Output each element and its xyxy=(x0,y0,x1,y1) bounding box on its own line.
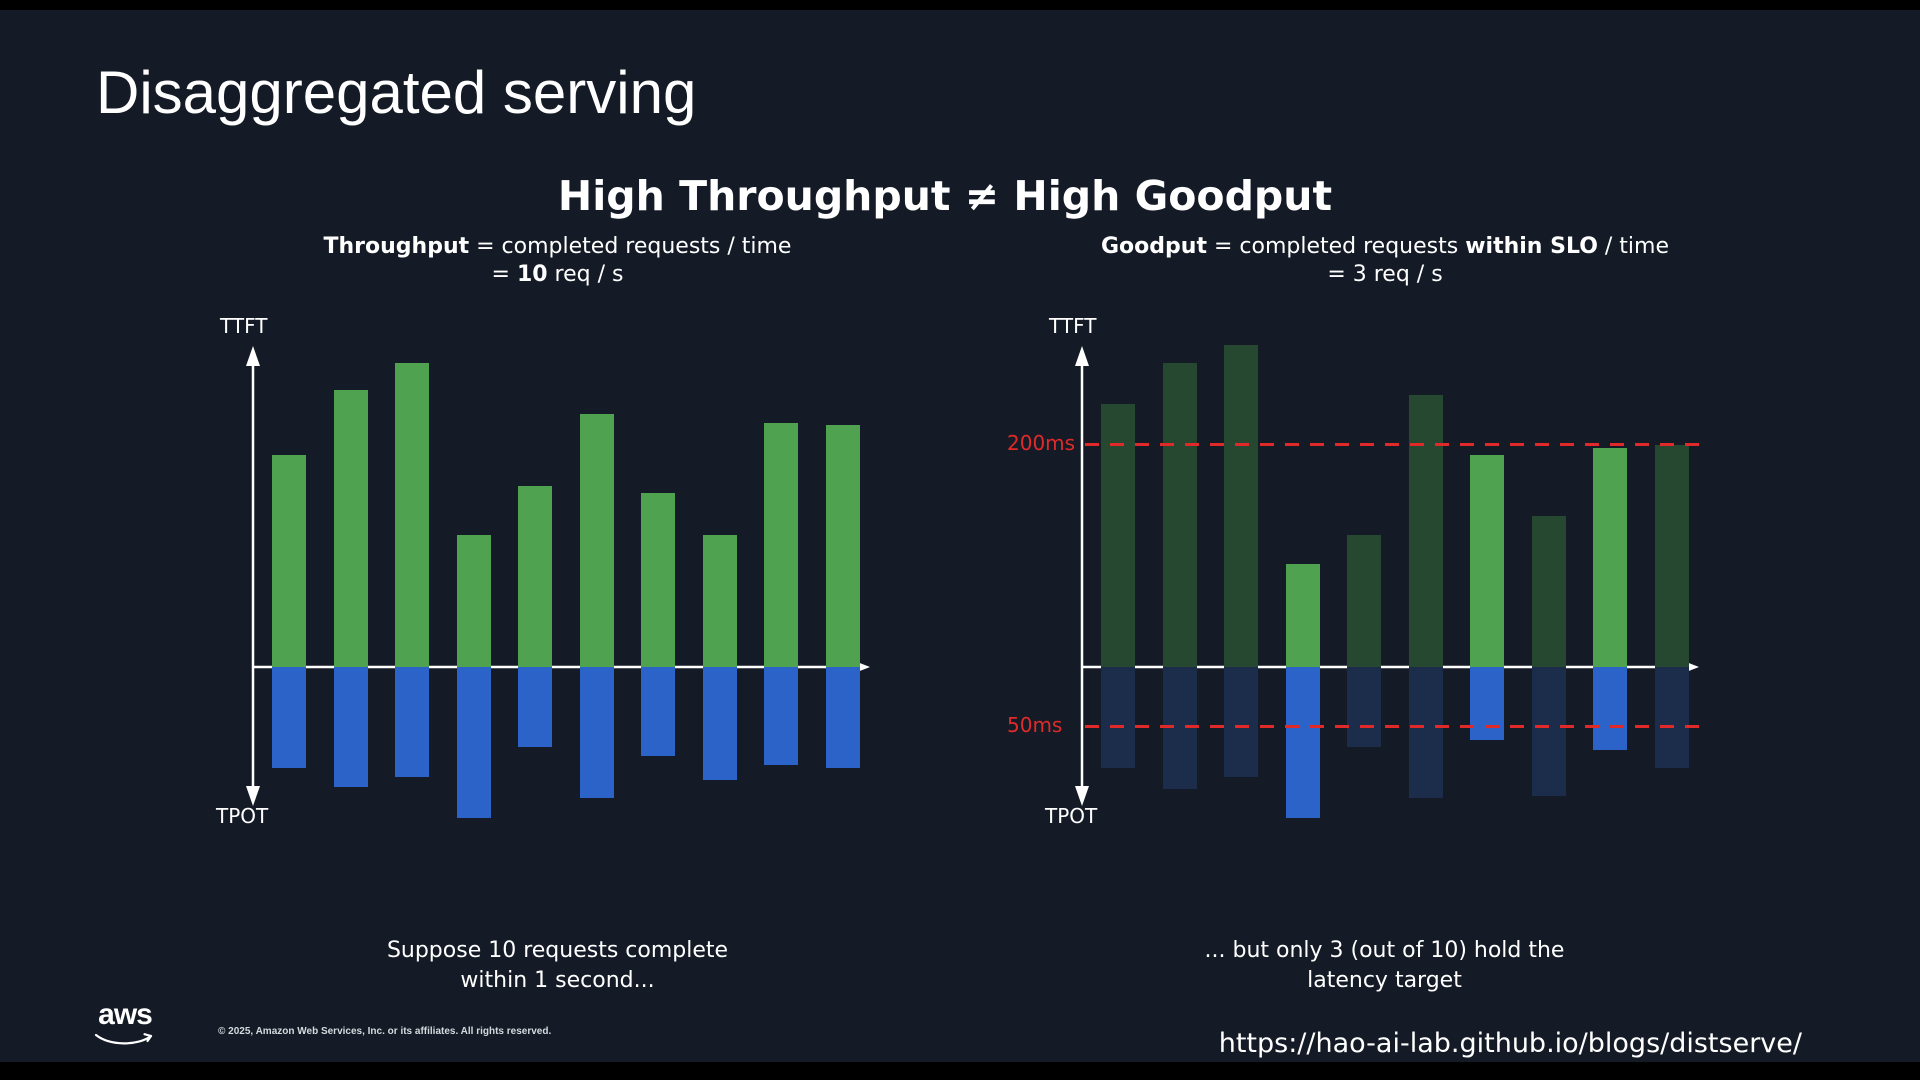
tpot-bar xyxy=(1347,667,1381,748)
goodput-caption-line2: latency target xyxy=(1307,967,1462,993)
ttft-bar xyxy=(1593,448,1627,667)
tpot-bar xyxy=(1101,667,1135,769)
ttft-bar xyxy=(518,486,552,667)
ttft-bar xyxy=(456,535,491,667)
tpot-bar xyxy=(1531,667,1566,796)
ttft-bar xyxy=(702,535,737,667)
slo-label-50ms: 50ms xyxy=(1007,713,1063,737)
tpot-bar xyxy=(1654,667,1689,769)
slo-line-50ms xyxy=(1085,725,1705,728)
ttft-bar xyxy=(1531,516,1566,667)
ttft-bar xyxy=(1654,445,1689,667)
ttft-bar xyxy=(272,455,306,667)
goodput-formula: Goodput = completed requests within SLO … xyxy=(1065,233,1705,289)
tpot-bar xyxy=(825,667,860,769)
tpot-bar xyxy=(456,667,491,819)
slo-line-200ms xyxy=(1085,443,1705,446)
aws-logo-text: aws xyxy=(98,998,153,1031)
ttft-bar xyxy=(1408,394,1443,667)
throughput-caption-line2: within 1 second... xyxy=(460,967,655,993)
goodput-caption-line1: ... but only 3 (out of 10) hold the xyxy=(1204,938,1565,963)
throughput-caption: Suppose 10 requests complete within 1 se… xyxy=(330,936,785,995)
throughput-formula-line2: = 10 req / s xyxy=(491,262,624,288)
tpot-bar xyxy=(1470,667,1504,741)
tpot-bar xyxy=(641,667,675,756)
throughput-formula-line1: Throughput = completed requests / time xyxy=(323,234,792,259)
copyright-text: © 2025, Amazon Web Services, Inc. or its… xyxy=(218,1026,552,1037)
goodput-chart: TTFT TPOT 200ms 50ms xyxy=(1007,314,1719,840)
slo-label-200ms: 200ms xyxy=(1007,431,1076,455)
slide-subtitle: High Throughput ≠ High Goodput xyxy=(557,172,1333,220)
ttft-bar xyxy=(1470,455,1504,667)
tpot-bar xyxy=(272,667,306,769)
ttft-bar xyxy=(1347,535,1381,667)
tpot-bar xyxy=(395,667,429,777)
ttft-bar xyxy=(1162,362,1197,667)
bottom-letterbox xyxy=(0,1062,1920,1080)
ttft-bar xyxy=(825,425,860,667)
aws-smile-icon xyxy=(94,1033,153,1045)
ttft-bar xyxy=(1101,403,1135,667)
throughput-formula: Throughput = completed requests / time =… xyxy=(280,233,835,289)
tpot-bar xyxy=(1285,667,1320,819)
ttft-axis-label: TTFT xyxy=(220,314,268,338)
tpot-axis-label: TPOT xyxy=(216,804,269,828)
tpot-bar xyxy=(702,667,737,781)
tpot-bar xyxy=(518,667,552,748)
goodput-caption: ... but only 3 (out of 10) hold the late… xyxy=(1157,936,1612,995)
ttft-bar xyxy=(1224,344,1258,667)
tpot-bar xyxy=(1408,667,1443,798)
throughput-caption-line1: Suppose 10 requests complete xyxy=(386,938,729,963)
ttft-bar xyxy=(579,413,614,667)
tpot-bar xyxy=(333,667,368,788)
ttft-bar xyxy=(641,493,675,667)
ttft-bar xyxy=(764,422,798,667)
goodput-formula-line1: Goodput = completed requests within SLO … xyxy=(1101,234,1669,259)
throughput-chart: TTFT TPOT xyxy=(216,314,890,840)
goodput-formula-line2: = 3 req / s xyxy=(1327,262,1443,288)
ttft-axis-label: TTFT xyxy=(1049,314,1097,338)
source-url[interactable]: https://hao-ai-lab.github.io/blogs/dists… xyxy=(1218,1028,1802,1059)
top-letterbox xyxy=(0,0,1920,10)
aws-logo: aws xyxy=(92,1000,158,1048)
ttft-bar xyxy=(333,390,368,667)
ttft-bar xyxy=(1285,564,1320,667)
tpot-bar xyxy=(764,667,798,765)
tpot-bar xyxy=(1224,667,1258,777)
tpot-axis-label: TPOT xyxy=(1045,804,1098,828)
page-title: Disaggregated serving xyxy=(96,59,697,126)
tpot-bar xyxy=(579,667,614,798)
tpot-bar xyxy=(1593,667,1627,750)
ttft-bar xyxy=(395,362,429,667)
